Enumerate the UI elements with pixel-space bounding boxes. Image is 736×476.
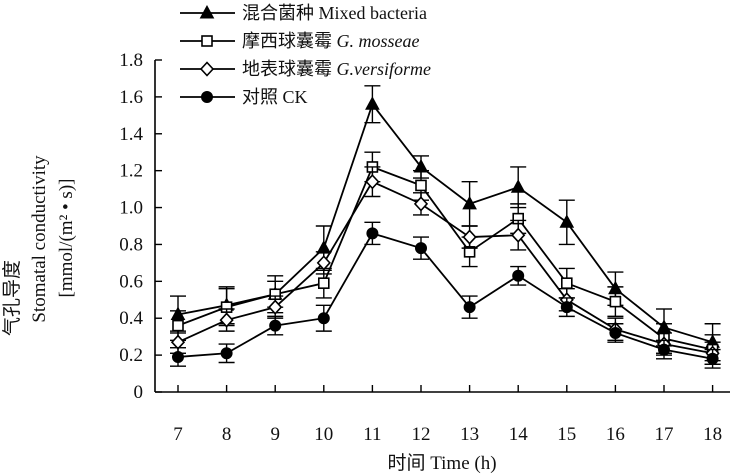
data-point (365, 174, 380, 190)
data-point (511, 227, 526, 243)
axes (154, 60, 730, 393)
series-line (177, 102, 713, 344)
data-point (512, 269, 525, 282)
legend-item-2: 摩西球囊霉 G. mosseae (180, 31, 420, 51)
legend-item-3: 地表球囊霉 G.versiforme (180, 59, 431, 79)
legend-label: 地表球囊霉 G.versiforme (242, 59, 431, 79)
legend-label: 对照 CK (242, 87, 308, 107)
data-point (172, 319, 184, 332)
data-point (463, 301, 476, 314)
data-point (462, 229, 477, 245)
x-tick-label: 8 (222, 424, 232, 445)
data-point (560, 277, 573, 289)
y-tick-label: 0.6 (119, 271, 143, 292)
series-line (177, 232, 713, 360)
legend-marker (199, 61, 215, 77)
legend-item-1: 混合菌种 Mixed bacteria (180, 3, 427, 23)
series-line (177, 165, 713, 351)
y-tick-label: 1.4 (119, 124, 143, 145)
x-tick-label: 16 (606, 424, 625, 445)
x-tick-label: 17 (655, 424, 674, 445)
y-tick-label: 1.8 (119, 50, 143, 71)
legend-label: 摩西球囊霉 G. mosseae (242, 31, 420, 51)
y-tick-label: 1.2 (119, 161, 143, 182)
series-4 (170, 221, 721, 369)
data-point (317, 277, 330, 289)
data-point (268, 299, 283, 315)
x-tick-label: 15 (557, 424, 576, 445)
data-point (510, 179, 526, 193)
legend-marker (201, 91, 213, 103)
x-tick-label: 10 (314, 424, 333, 445)
x-tick-label: 13 (460, 424, 479, 445)
data-point (219, 312, 234, 328)
series-group (170, 85, 721, 369)
data-point (269, 319, 282, 332)
data-point (560, 301, 573, 314)
x-tick-label: 14 (509, 424, 529, 445)
data-point (413, 196, 429, 212)
x-tick-label: 12 (412, 424, 431, 445)
legend-label: 混合菌种 Mixed bacteria (242, 3, 427, 23)
legend-marker (199, 4, 215, 19)
legend: 混合菌种 Mixed bacteria 摩西球囊霉 G. mosseae 地表球囊霉… (180, 3, 431, 107)
data-point (220, 347, 233, 360)
y-axis-title-line-1: 气孔导度 (1, 260, 23, 336)
y-axis-ticks: 0 0.2 0.4 0.6 0.8 1.0 1.2 1.4 1.6 1.8 (119, 50, 162, 403)
y-axis-title: Stomatal conductivity (29, 155, 50, 323)
data-point (609, 295, 622, 308)
data-point (366, 227, 379, 240)
series-line (177, 180, 713, 355)
x-tick-label: 7 (173, 424, 183, 445)
data-point (706, 352, 719, 365)
data-point (462, 195, 477, 210)
data-point (170, 334, 186, 350)
series-2 (170, 151, 721, 366)
y-axis-title: 气孔导度 (1, 260, 23, 336)
data-point (559, 214, 575, 228)
y-tick-label: 0 (134, 382, 144, 403)
y-tick-label: 1.0 (119, 198, 143, 219)
y-axis-title: [mmol/(m² • s)] (56, 179, 77, 298)
data-point (316, 255, 331, 271)
data-point (658, 343, 670, 356)
data-point (365, 96, 380, 110)
x-axis-title: 时间 Time (h) (387, 452, 496, 474)
data-point (609, 326, 622, 339)
y-axis-title-line-2: Stomatal conductivity (29, 155, 50, 323)
x-tick-label: 9 (270, 424, 280, 445)
x-tick-label: 11 (363, 424, 381, 445)
y-tick-label: 0.8 (119, 234, 143, 255)
y-tick-label: 1.6 (119, 87, 143, 108)
series-3 (170, 166, 721, 366)
data-point (415, 242, 427, 255)
y-axis-title-line-3: [mmol/(m² • s)] (56, 179, 77, 298)
data-point (172, 350, 184, 363)
legend-marker (201, 35, 213, 47)
data-point (415, 179, 427, 192)
data-point (317, 312, 330, 325)
legend-item-4: 对照 CK (180, 87, 308, 107)
y-tick-label: 0.2 (119, 345, 143, 366)
y-tick-label: 0.4 (119, 308, 143, 329)
x-tick-label: 18 (703, 424, 722, 445)
x-axis-ticks: 7 8 9 10 11 12 13 14 15 16 17 18 (173, 385, 722, 445)
